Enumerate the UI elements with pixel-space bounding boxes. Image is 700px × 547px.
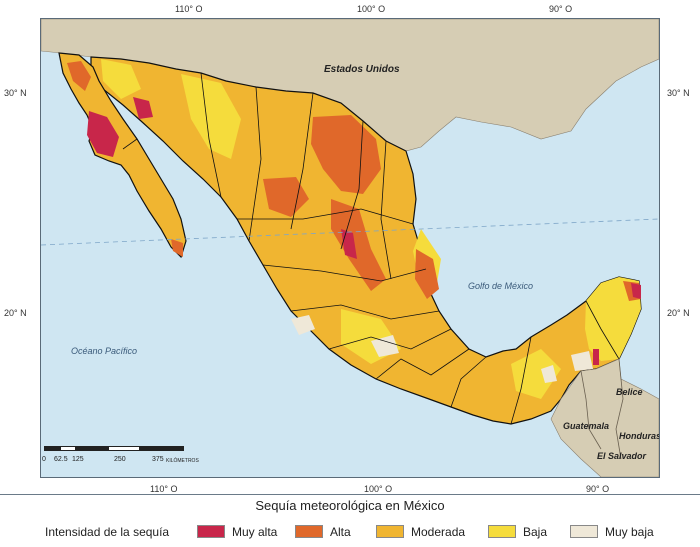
zone-baja-4 [511,349,561,399]
scale-tick-62: 62.5 [54,456,68,463]
tropic-line [41,218,659,246]
zone-muy-alta-1 [87,111,119,157]
label-el-salvador: El Salvador [597,451,647,461]
scale-unit: KILÓMETROS [166,458,199,464]
scale-tick-375: 375 [152,456,164,463]
legend-swatch-alta [295,525,323,538]
state-borders [122,72,620,425]
legend-label-alta: Alta [330,525,351,539]
label-pacific: Océano Pacífico [71,346,138,356]
scale-tick-125: 125 [72,456,84,463]
legend-divider [0,494,700,495]
legend-swatch-muy-alta [197,525,225,538]
left-coord-20: 20° N [4,308,27,318]
drought-map: Estados Unidos Golfo de México Océano Pa… [40,18,660,478]
zone-alta-3 [331,199,386,291]
legend-swatch-baja [488,525,516,538]
guatemala-border [580,370,602,450]
zone-muy-baja-2 [371,335,399,357]
top-coord-110: 110° O [175,4,203,14]
zone-muy-baja-1 [291,315,315,335]
scale-tick-0: 0 [42,456,46,463]
scale-tick-250: 250 [114,456,126,463]
label-guatemala: Guatemala [563,421,610,431]
legend: Intensidad de la sequía Muy alta Alta Mo… [0,522,700,542]
zone-alta-1 [311,115,381,194]
legend-swatch-moderada [376,525,404,538]
zone-baja-5 [101,59,141,99]
legend-label-muy-baja: Muy baja [605,525,654,539]
legend-label-moderada: Moderada [411,525,466,539]
legend-label-baja: Baja [523,525,548,539]
left-coord-30: 30° N [4,88,27,98]
legend-swatch-muy-baja [570,525,598,538]
legend-label-muy-alta: Muy alta [232,525,278,539]
zone-muy-alta-5 [593,349,599,365]
right-coord-30: 30° N [667,88,690,98]
bottom-coord-100: 100° O [364,484,393,494]
zone-alta-5 [67,61,91,91]
label-honduras: Honduras [619,431,660,441]
label-belize: Belice [616,387,643,397]
label-gulf: Golfo de México [468,281,534,291]
top-coord-90: 90° O [549,4,573,14]
legend-title: Sequía meteorológica en México [255,498,445,513]
label-usa: Estados Unidos [324,64,400,75]
legend-heading: Intensidad de la sequía [45,525,170,539]
zone-baja-1 [181,74,241,159]
central-america [550,358,659,477]
top-coord-100: 100° O [357,4,386,14]
bottom-coord-110: 110° O [150,484,178,494]
bottom-coord-90: 90° O [586,484,610,494]
zone-muy-baja-4 [541,365,557,383]
zone-alta-6 [171,239,183,257]
zone-muy-baja-3 [571,351,593,371]
honduras-border [615,358,624,460]
zone-muy-alta-2 [133,97,153,119]
zone-alta-4 [415,249,439,299]
zone-alta-2 [263,177,309,217]
yucatan-baja [585,277,641,361]
right-coord-20: 20° N [667,308,690,318]
zone-muy-alta-4 [631,283,641,299]
